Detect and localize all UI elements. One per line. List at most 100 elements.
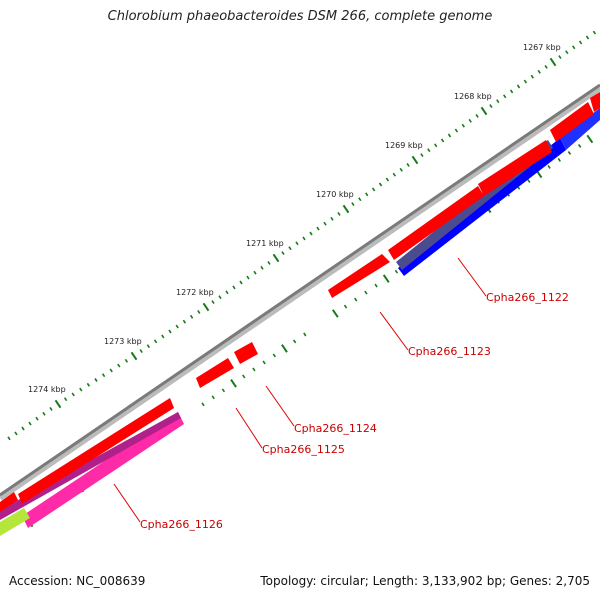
tick-label: 1274 kbp (28, 385, 66, 394)
minor-tick (578, 40, 583, 45)
minor-tick (565, 50, 569, 55)
inner-tick (364, 290, 368, 295)
minor-tick (302, 236, 306, 241)
minor-tick (28, 421, 32, 426)
inner-tick (382, 274, 390, 283)
inner-tick (281, 344, 288, 353)
inner-tick (303, 332, 307, 337)
connector-1126 (113, 483, 141, 523)
connector-1125 (235, 407, 263, 449)
minor-tick (399, 167, 403, 172)
inner-tick (394, 269, 399, 274)
minor-tick (454, 128, 459, 133)
tick-label: 1267 kbp (523, 43, 561, 52)
inner-tick (292, 339, 297, 344)
minor-tick (239, 280, 243, 285)
cds-arrow-8 (550, 102, 594, 142)
scale-ticks-outer (7, 30, 597, 441)
inner-tick (527, 178, 531, 183)
minor-tick (309, 231, 313, 236)
minor-tick (63, 397, 68, 402)
minor-tick (475, 113, 479, 118)
gene-label-1123: Cpha266_1123 (408, 345, 491, 358)
minor-tick (385, 177, 390, 182)
minor-tick (86, 382, 91, 387)
minor-tick (420, 153, 424, 158)
minor-tick (94, 378, 98, 382)
inner-tick (586, 134, 594, 144)
inner-tick (211, 395, 215, 400)
backbone-shadow (0, 85, 600, 501)
scale-tick-labels: 1267 kbp 1268 kbp 1269 kbp 1270 kbp 1271 kbp… (28, 43, 561, 394)
inner-tick (230, 379, 237, 388)
minor-tick (468, 118, 472, 123)
feature-bar-pink (22, 412, 184, 528)
minor-tick (267, 260, 271, 265)
minor-tick (260, 265, 264, 270)
minor-tick (530, 74, 534, 79)
minor-tick (182, 319, 187, 324)
major-tick (202, 302, 210, 312)
inner-tick (547, 164, 551, 169)
minor-tick (288, 246, 292, 251)
cds-arrow-9 (590, 92, 600, 112)
minor-tick (189, 314, 194, 319)
inner-tick (343, 304, 348, 309)
inner-tick (331, 309, 339, 318)
inner-tick (577, 144, 582, 148)
minor-tick (197, 309, 201, 314)
tick-label: 1270 kbp (316, 190, 354, 199)
minor-tick (337, 211, 341, 216)
feature-bar-blue (398, 138, 566, 276)
minor-tick (35, 416, 39, 421)
inner-tick (221, 388, 226, 393)
minor-tick (71, 392, 75, 397)
minor-tick (281, 251, 285, 256)
minor-tick (295, 241, 299, 246)
gene-label-1125: Cpha266_1125 (262, 443, 345, 456)
gene-label-1122: Cpha266_1122 (486, 291, 569, 304)
minor-tick (434, 143, 438, 148)
cds-arrow-3 (196, 358, 234, 388)
backbone (0, 83, 600, 497)
minor-tick (21, 426, 25, 431)
cds-arrow-4 (234, 342, 258, 364)
major-tick (549, 57, 557, 67)
tick-label: 1272 kbp (176, 288, 214, 297)
feature-bar-blue-2 (560, 108, 600, 150)
map-title: Chlorobium phaeobacteroides DSM 266, com… (107, 9, 493, 24)
minor-tick (544, 64, 548, 69)
minor-tick (392, 172, 396, 177)
minor-tick (537, 69, 541, 74)
minor-tick (139, 349, 143, 354)
minor-tick (79, 387, 83, 392)
minor-tick (14, 431, 18, 436)
connector-1122 (457, 257, 487, 297)
minor-tick (175, 324, 179, 329)
minor-tick (253, 270, 257, 275)
inner-tick (272, 353, 276, 358)
minor-tick (211, 300, 215, 305)
tick-label: 1271 kbp (246, 239, 284, 248)
minor-tick (246, 275, 250, 280)
minor-tick (516, 84, 521, 89)
cds-arrow-2 (0, 492, 18, 512)
major-tick (480, 106, 488, 116)
inner-tick (201, 402, 205, 407)
minor-tick (168, 329, 172, 334)
minor-tick (440, 138, 445, 143)
minor-tick (585, 35, 590, 40)
connector-1123 (379, 311, 409, 351)
minor-tick (49, 406, 53, 411)
minor-tick (496, 99, 500, 104)
major-tick (342, 204, 350, 214)
feature-bar-lime (0, 508, 30, 536)
minor-tick (218, 295, 222, 300)
minor-tick (406, 162, 410, 167)
inner-tick (242, 374, 246, 379)
minor-tick (365, 192, 369, 197)
minor-tick (509, 89, 514, 94)
minor-tick (101, 373, 106, 378)
cds-arrow-5 (328, 254, 390, 298)
